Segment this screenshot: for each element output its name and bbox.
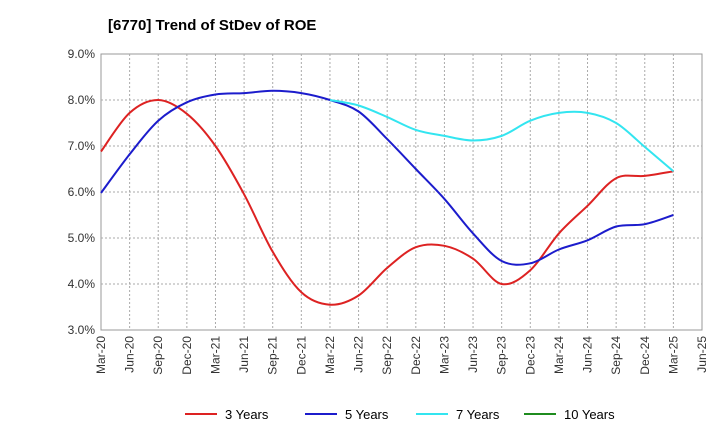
x-tick-label: Dec-20 [180,336,194,375]
legend-label-3-years: 3 Years [225,407,269,422]
x-tick-label: Sep-20 [151,336,165,375]
series-line-5-years [100,89,674,266]
y-tick-label: 6.0% [68,185,96,199]
y-tick-label: 9.0% [68,47,96,61]
series-line-3-years [100,98,674,306]
x-tick-label: Dec-22 [409,336,423,375]
x-tick-label: Dec-21 [294,336,308,375]
x-tick-label: Sep-24 [609,336,623,375]
y-tick-label: 7.0% [68,139,96,153]
y-tick-label: 3.0% [68,323,96,337]
y-axis: 3.0% 4.0% 5.0% 6.0% 7.0% 8.0% 9.0% [68,47,96,337]
x-tick-label: Mar-23 [437,336,451,374]
chart-title: [6770] Trend of StDev of ROE [108,17,316,34]
x-tick-label: Jun-22 [352,336,366,373]
y-tick-label: 4.0% [68,277,96,291]
x-tick-label: Jun-21 [237,336,251,373]
x-tick-label: Jun-24 [581,336,595,373]
x-tick-label: Mar-24 [552,336,566,374]
x-tick-label: Dec-24 [638,336,652,375]
x-tick-label: Mar-20 [94,336,108,374]
x-tick-label: Sep-22 [380,336,394,375]
series-lines [100,89,675,306]
x-tick-label: Jun-20 [123,336,137,373]
x-tick-label: Jun-23 [466,336,480,373]
y-tick-label: 8.0% [68,93,96,107]
y-tick-label: 5.0% [68,231,96,245]
x-tick-label: Mar-22 [323,336,337,374]
legend-label-5-years: 5 Years [345,407,389,422]
x-axis: Mar-20 Jun-20 Sep-20 Dec-20 Mar-21 Jun-21 Sep-… [94,336,709,375]
x-tick-label: Dec-23 [523,336,537,375]
grid [101,54,702,330]
x-tick-label: Mar-21 [208,336,222,374]
legend-label-7-years: 7 Years [456,407,500,422]
x-tick-label: Sep-21 [266,336,280,375]
x-tick-label: Sep-23 [495,336,509,375]
x-tick-label: Mar-25 [666,336,680,374]
legend-label-10-years: 10 Years [564,407,615,422]
series-line-7-years [329,99,675,173]
legend: 3 Years 5 Years 7 Years 10 Years [185,407,615,422]
x-tick-label: Jun-25 [695,336,709,373]
